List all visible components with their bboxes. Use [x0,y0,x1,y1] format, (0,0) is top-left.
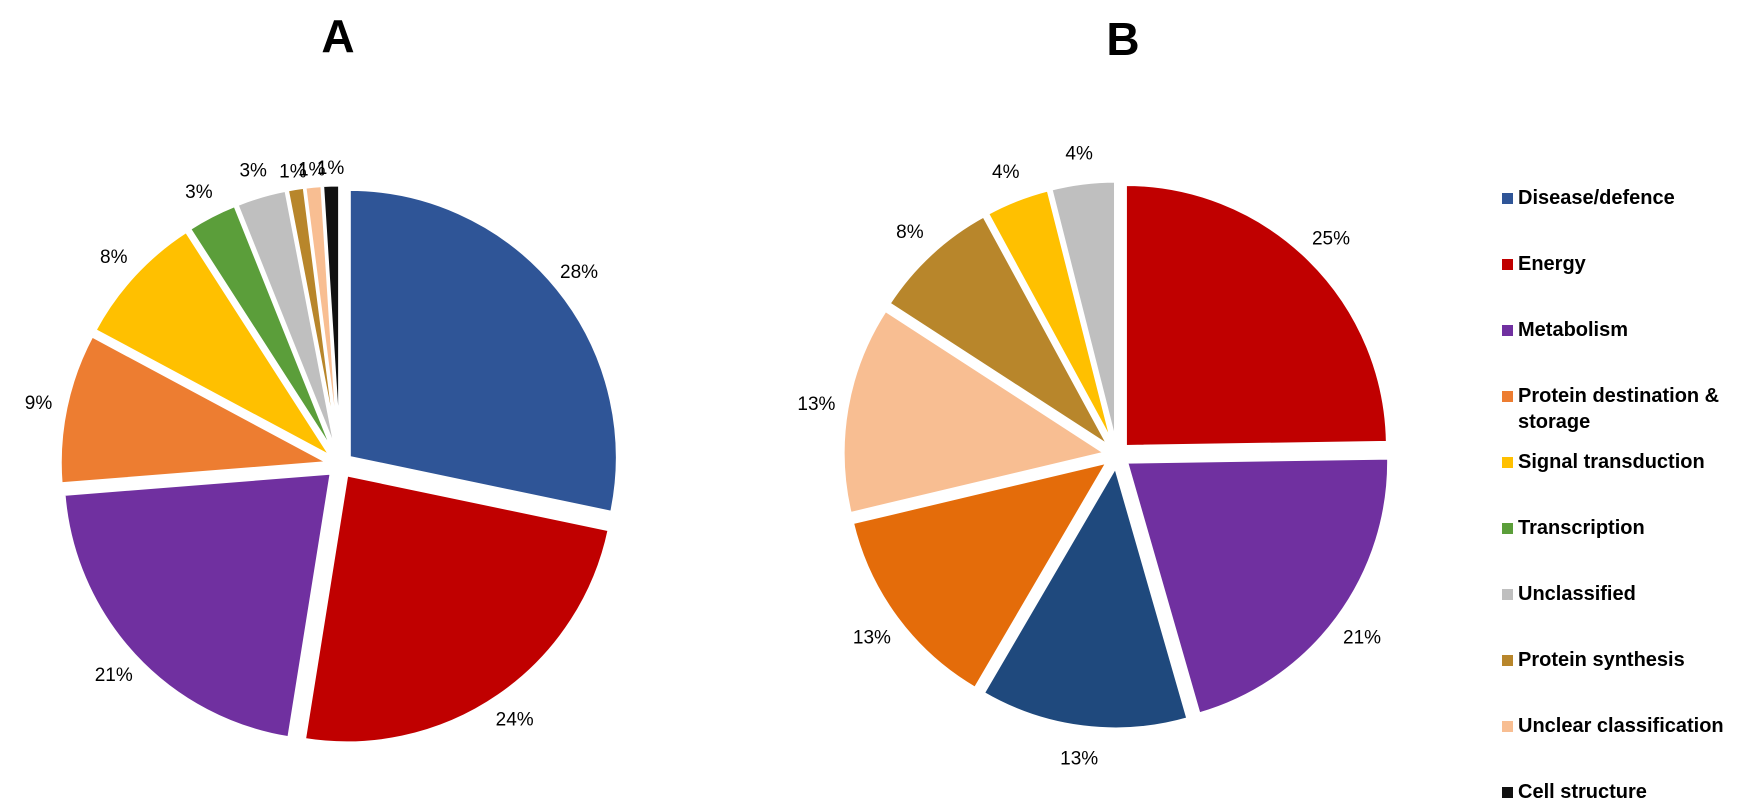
legend-label-protein-destination-line2: storage [1518,411,1590,433]
legend-label-disease-defence: Disease/defence [1518,187,1675,209]
pie-b-slice-protein-synthesis [886,213,1111,448]
legend-label-signal-transduction: Signal transduction [1518,451,1705,473]
pie-a-data-label-transcription: 3% [185,182,213,203]
legend-swatch-protein-destination [1502,391,1513,402]
pie-b-data-label-metabolism: 21% [1343,628,1381,649]
pie-b-slice-protein-destination-storage [850,459,1111,691]
legend-label-unclassified: Unclassified [1518,583,1636,605]
pie-a-slice-unclassified [235,188,339,455]
legend-swatch-energy [1502,259,1513,270]
pie-a-slice-disease-defence [347,187,619,515]
legend-swatch-unclassified [1502,589,1513,600]
pie-a-data-label-disease-defence: 28% [560,262,598,283]
pie-a-data-label-protein-destination-storage: 9% [25,393,53,414]
panel-a-title: A [321,10,354,62]
legend-swatch-protein-synthesis [1502,655,1513,666]
legend-swatch-unclear-classification [1502,721,1513,732]
pie-a-data-label-signal-transduction: 8% [100,247,128,268]
pie-b-slice-signal-transduction [985,188,1115,445]
legend-swatch-signal-transduction [1502,457,1513,468]
pie-a-data-label-metabolism: 21% [95,665,133,686]
pie-b-slice-unclear-classification [841,308,1109,516]
legend-label-protein-destination: Protein destination & [1518,385,1719,407]
pie-a-data-label-energy: 24% [496,710,534,731]
pie-b-slice-energy [1123,182,1389,448]
legend-label-transcription: Transcription [1518,517,1645,539]
pie-chart-b: 25% 21% 13% 13% 13% 8% 4% 4% [797,143,1391,770]
pie-b-data-label-protein-destination-storage: 13% [853,628,891,649]
pie-b-slice-unclassified [1049,179,1118,444]
legend: Disease/defence Energy Metabolism Protein d… [1502,187,1724,803]
legend-swatch-metabolism [1502,325,1513,336]
panel-b-title: B [1106,13,1139,65]
legend-label-unclear-classification: Unclear classification [1518,715,1724,737]
legend-swatch-transcription [1502,523,1513,534]
legend-label-protein-synthesis: Protein synthesis [1518,649,1685,671]
pie-b-slice-metabolism [1124,456,1391,716]
legend-swatch-cell-structure [1502,787,1513,798]
pie-chart-a: 28%24%21%9%8%3%3% 1%1%1% [25,158,619,745]
legend-label-cell-structure: Cell structure [1518,781,1647,803]
pie-a-slice-cell-structure [321,183,342,454]
pie-b-data-label-unclear-classification: 13% [797,394,835,415]
pie-a-slice-signal-transduction [92,229,336,461]
pie-b-slice-disease-defence [981,463,1190,731]
pie-b-data-label-unclassified: 4% [1065,143,1093,164]
pie-a-data-label-unclear-classification: 1% [298,159,326,180]
pie-b-data-label-protein-synthesis: 8% [896,222,924,243]
pie-a-slice-protein-destination-storage [58,333,334,486]
pie-a-data-label-unclassified: 3% [239,160,267,181]
legend-label-metabolism: Metabolism [1518,319,1628,341]
pie-b-data-label-disease-defence: 13% [1060,749,1098,770]
pie-a-slice-metabolism [62,471,333,740]
pie-a-slice-energy [302,473,611,745]
legend-label-energy: Energy [1518,253,1587,275]
legend-swatch-disease-defence [1502,193,1513,204]
pie-b-data-label-energy: 25% [1312,229,1350,250]
pie-b-data-label-signal-transduction: 4% [992,162,1020,183]
pie-a-slice-transcription [187,203,336,456]
pie-a-data-label-cell-structure: 1% [317,158,345,179]
pie-a-data-label-protein-synthesis: 1% [279,162,307,183]
